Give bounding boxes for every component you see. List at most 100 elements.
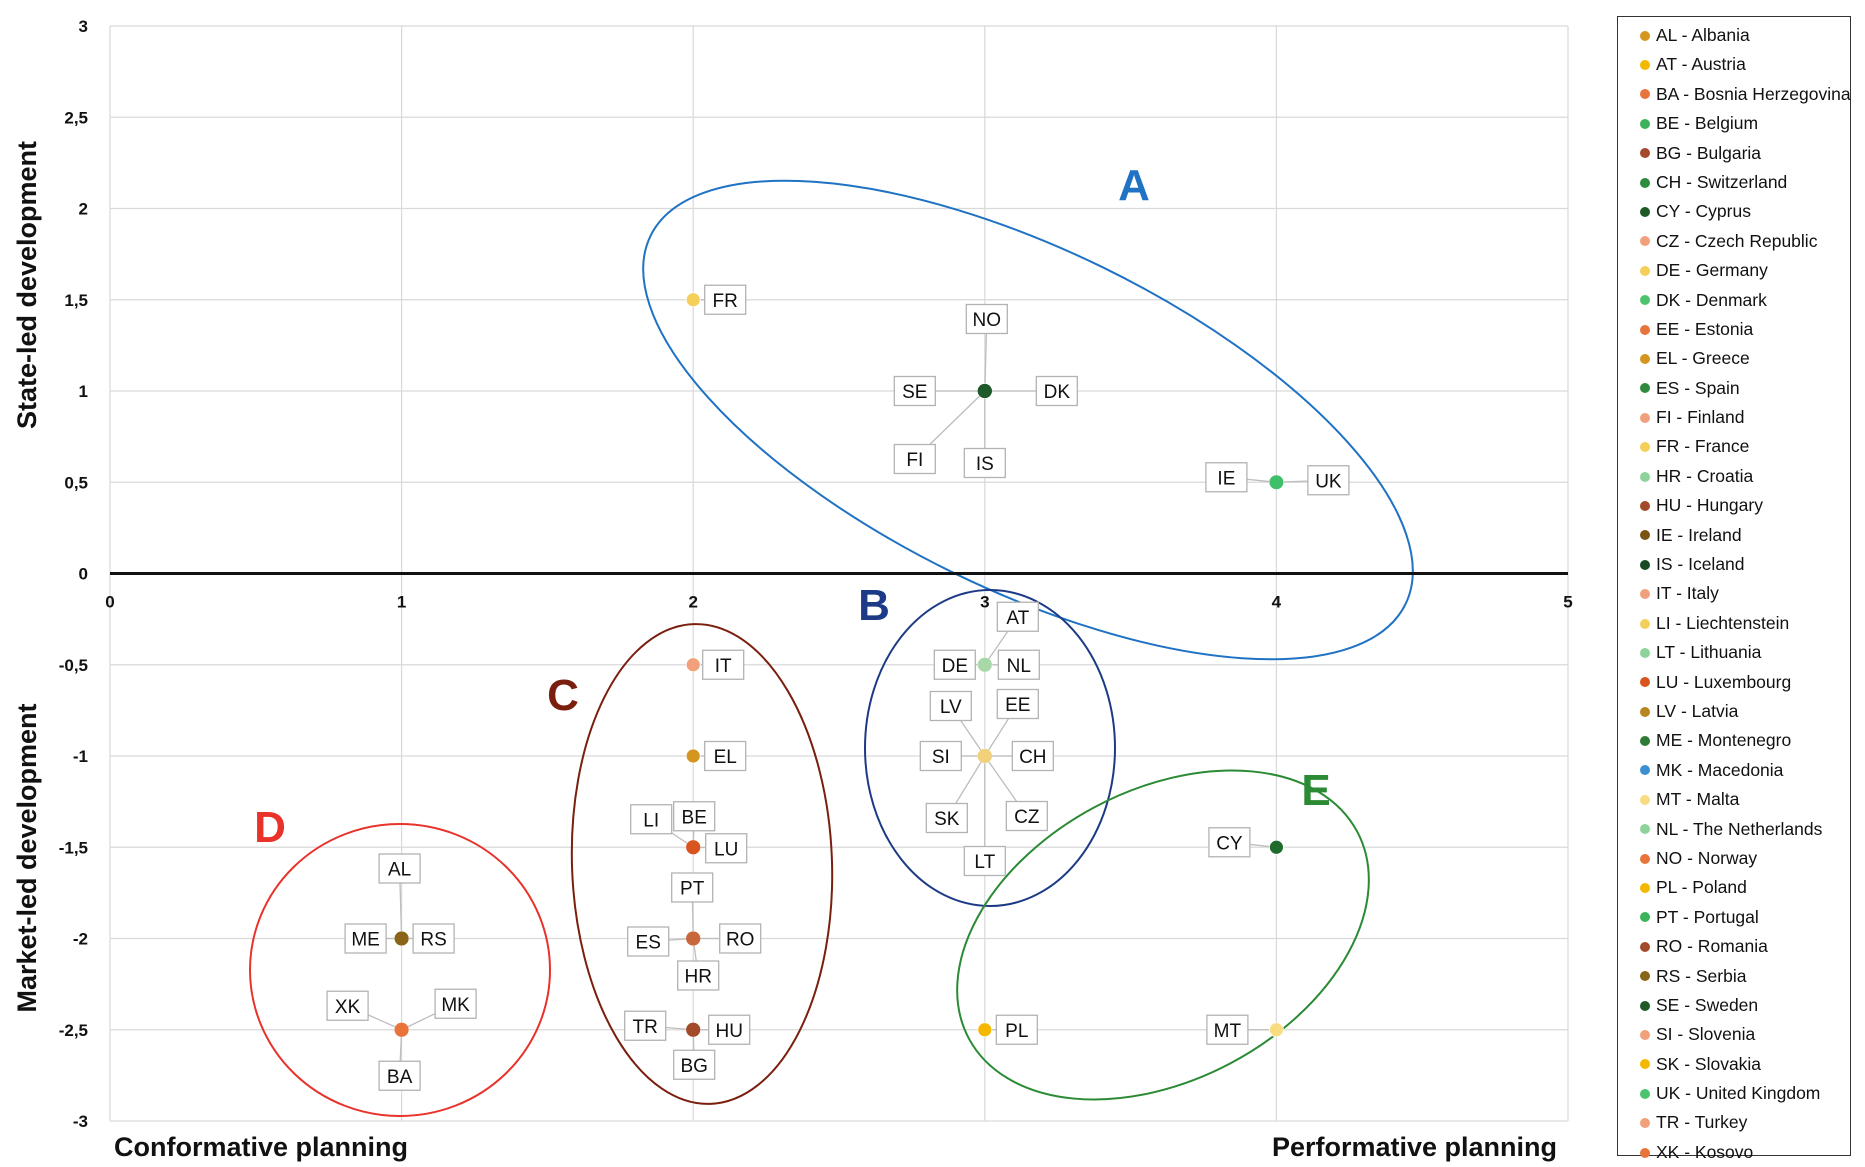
point-label-box bbox=[963, 447, 1006, 479]
legend: AL - Albania AT - Austria BA - Bosnia Herz… bbox=[1617, 16, 1851, 1162]
legend-item: XK - Kosovo bbox=[1640, 1138, 1850, 1167]
legend-list: AL - Albania AT - Austria BA - Bosnia Herz… bbox=[1618, 17, 1851, 1167]
legend-label: SI - Slovenia bbox=[1656, 1024, 1756, 1045]
legend-label: HR - Croatia bbox=[1656, 465, 1754, 486]
legend-swatch bbox=[1640, 412, 1650, 423]
y-axis-title-top: State-led development bbox=[12, 141, 42, 429]
legend-item: EE - Estonia bbox=[1640, 315, 1850, 344]
point-label-is: IS bbox=[976, 454, 994, 475]
point-label-de: DE bbox=[942, 656, 968, 677]
legend-swatch bbox=[1640, 60, 1650, 71]
legend-label: SE - Sweden bbox=[1656, 994, 1759, 1015]
group-label-d: D bbox=[254, 803, 286, 852]
point-label-ba: BA bbox=[387, 1067, 413, 1088]
x-tick-label: 2 bbox=[688, 593, 697, 612]
legend-item: RO - Romania bbox=[1640, 932, 1850, 961]
legend-item: SK - Slovakia bbox=[1640, 1050, 1850, 1079]
point-label-ch: CH bbox=[1019, 747, 1046, 768]
legend-item: CY - Cyprus bbox=[1640, 197, 1850, 226]
point-label-no: NO bbox=[973, 310, 1002, 331]
point-label-box bbox=[708, 1014, 751, 1045]
x-tick-label: 0 bbox=[105, 593, 114, 612]
point-label-box bbox=[925, 802, 968, 834]
y-tick-label: 0,5 bbox=[64, 473, 88, 492]
legend-swatch bbox=[1640, 647, 1650, 658]
point-label-box bbox=[933, 649, 976, 680]
point-pl bbox=[977, 1022, 993, 1038]
legend-label: SK - Slovakia bbox=[1656, 1053, 1762, 1074]
point-label-box bbox=[996, 601, 1039, 632]
legend-item: BG - Bulgaria bbox=[1640, 139, 1850, 168]
point-cy bbox=[1269, 839, 1284, 855]
point-label-box bbox=[702, 649, 745, 680]
legend-label: LI - Liechtenstein bbox=[1656, 612, 1790, 633]
legend-label: RO - Romania bbox=[1656, 936, 1768, 957]
legend-label: EL - Greece bbox=[1656, 348, 1750, 369]
legend-swatch bbox=[1640, 794, 1650, 805]
y-tick-label: 2 bbox=[79, 200, 88, 219]
legend-swatch bbox=[1640, 706, 1650, 717]
legend-item: MT - Malta bbox=[1640, 785, 1850, 814]
legend-item: AT - Austria bbox=[1640, 50, 1850, 79]
x-axis-title-right: Performative planning bbox=[1272, 1132, 1557, 1162]
legend-item: ME - Montenegro bbox=[1640, 726, 1850, 755]
legend-label: MT - Malta bbox=[1656, 789, 1740, 810]
group-label-b: B bbox=[858, 581, 890, 630]
legend-item: UK - United Kingdom bbox=[1640, 1079, 1850, 1108]
legend-label: BE - Belgium bbox=[1656, 113, 1759, 134]
legend-label: FR - France bbox=[1656, 436, 1750, 457]
legend-label: MK - Macedonia bbox=[1656, 759, 1784, 780]
point-it bbox=[685, 657, 701, 673]
point-label-box bbox=[378, 1060, 421, 1091]
legend-item: CH - Switzerland bbox=[1640, 168, 1850, 197]
legend-swatch bbox=[1640, 118, 1650, 129]
legend-label: NO - Norway bbox=[1656, 847, 1758, 868]
point-label-box bbox=[671, 872, 714, 903]
legend-item: ES - Spain bbox=[1640, 374, 1850, 403]
legend-swatch bbox=[1640, 824, 1650, 835]
point-label-lu: LU bbox=[714, 839, 738, 860]
legend-label: PL - Poland bbox=[1656, 877, 1747, 898]
legend-swatch bbox=[1640, 971, 1650, 982]
point-label-fr: FR bbox=[713, 291, 738, 312]
legend-item: LT - Lithuania bbox=[1640, 638, 1850, 667]
point-label-ie: IE bbox=[1217, 468, 1235, 489]
point-label-ee: EE bbox=[1005, 695, 1030, 716]
point-label-fi: FI bbox=[906, 450, 923, 471]
y-tick-label: -2,5 bbox=[59, 1021, 88, 1040]
point-label-es: ES bbox=[636, 933, 661, 954]
legend-label: BG - Bulgaria bbox=[1656, 142, 1762, 163]
point-label-box bbox=[624, 1010, 667, 1041]
legend-label: DK - Denmark bbox=[1656, 289, 1767, 310]
point-label-box bbox=[996, 688, 1039, 720]
legend-item: EL - Greece bbox=[1640, 344, 1850, 373]
legend-label: AL - Albania bbox=[1656, 25, 1750, 45]
point-mt bbox=[1269, 1022, 1284, 1038]
legend-item: FR - France bbox=[1640, 432, 1850, 461]
group-ellipse-e bbox=[956, 769, 1370, 1101]
point-label-box bbox=[919, 740, 962, 772]
x-tick-label: 4 bbox=[1272, 593, 1282, 612]
legend-swatch bbox=[1640, 1059, 1650, 1070]
legend-label: BA - Bosnia Herzegovina bbox=[1656, 83, 1851, 104]
point-label-ro: RO bbox=[726, 930, 755, 951]
scatter-chart: 0 1 2 3 4 5 3 2,5 2 1,5 1 0,5 0 -0,5 -1 -1,5 -2 -2,5 -3 FR… bbox=[12, 17, 1573, 1162]
legend-label: IE - Ireland bbox=[1656, 524, 1742, 545]
point-label-box bbox=[434, 988, 477, 1019]
legend-label: NL - The Netherlands bbox=[1656, 818, 1823, 839]
point-label-box bbox=[412, 923, 455, 954]
legend-swatch bbox=[1640, 148, 1650, 159]
point-label-cz: CZ bbox=[1014, 807, 1040, 828]
legend-swatch bbox=[1640, 618, 1650, 629]
legend-label: ME - Montenegro bbox=[1656, 730, 1792, 751]
legend-swatch bbox=[1640, 530, 1650, 541]
point-label-box bbox=[719, 923, 762, 954]
legend-swatch bbox=[1640, 1000, 1650, 1011]
point-label-box bbox=[344, 923, 387, 954]
axes: 0 1 2 3 4 5 3 2,5 2 1,5 1 0,5 0 -0,5 -1 -1,5 -2 -2,5 -3 bbox=[59, 17, 1573, 1131]
point-label-box bbox=[673, 801, 716, 832]
point-label-dk: DK bbox=[1044, 382, 1071, 403]
point-label-box bbox=[1035, 375, 1078, 407]
legend-label: CZ - Czech Republic bbox=[1656, 230, 1818, 251]
point-label-lt: LT bbox=[974, 852, 995, 873]
